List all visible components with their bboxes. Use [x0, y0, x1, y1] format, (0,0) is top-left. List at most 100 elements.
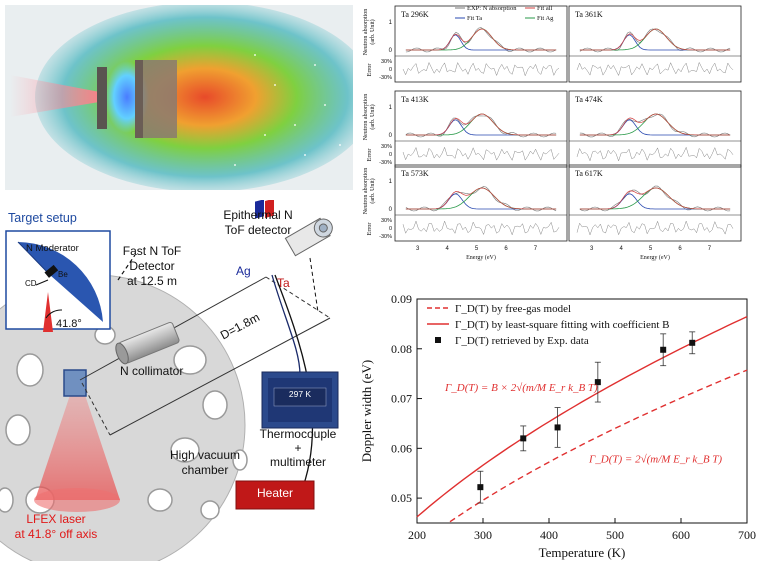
chamber-label: High vacuum chamber — [160, 448, 250, 478]
moderator-label: N Moderator — [26, 243, 79, 254]
spectrum-y-tick: 1 — [389, 179, 393, 185]
setup-diagram — [0, 198, 350, 566]
spectrum-panel-frame — [568, 164, 742, 242]
spectrum-x-tick: 5 — [649, 246, 653, 252]
spectrum-ylabel: Neutron absorption — [363, 168, 369, 215]
simulation-image — [5, 2, 375, 192]
target-setup-title: Target setup — [8, 211, 77, 225]
spectrum-y-tick: 1 — [389, 20, 393, 26]
spectrum-panel-title: Ta 296K — [401, 10, 429, 19]
spectrum-fit-ta-line — [579, 193, 731, 210]
legend-swatch-exp — [435, 337, 441, 343]
fast-tof-line2: Detector — [129, 259, 175, 273]
spectrum-y-tick: 1 — [389, 105, 393, 111]
data-point — [520, 435, 527, 442]
spectrum-panel-frame — [394, 90, 568, 168]
heater-label: Heater — [256, 486, 294, 500]
temperature-display: 297 K — [288, 389, 312, 399]
ag-label: Ag — [236, 264, 251, 278]
spectrum-y-tick: 0 — [389, 48, 393, 54]
x-tick-label: 200 — [408, 528, 426, 542]
spectrum-error-tick: -30% — [379, 234, 392, 240]
spectrum-fit-all-line — [579, 187, 731, 210]
y-tick-label: 0.05 — [391, 491, 412, 505]
spectrum-error-tick: -30% — [379, 160, 392, 166]
spectrum-fit-ta-line — [405, 34, 557, 51]
data-point — [594, 379, 601, 386]
spectrum-x-tick: 5 — [475, 246, 479, 252]
spectrum-error-line — [402, 146, 560, 161]
spectrum-error-line — [576, 61, 734, 77]
spectrum-y-tick: 0 — [389, 207, 393, 213]
spectrum-fit-all-line — [405, 187, 557, 210]
spectrum-error-line — [402, 220, 560, 236]
spectrum-error-tick: 0 — [389, 152, 392, 158]
ta-label: Ta — [277, 276, 290, 290]
spectrum-ylabel: Neutron absorption — [363, 9, 369, 56]
spectrum-fit-all-line — [405, 28, 557, 51]
epithermal-line2: ToF detector — [224, 223, 292, 237]
spectrum-fit-all-line — [405, 113, 557, 136]
fast-tof-label: Fast N ToF Detector at 12.5 m — [108, 244, 196, 289]
spectrum-exp-line — [579, 28, 731, 53]
spectrum-ylabel-unit: (arb. Unit) — [369, 104, 376, 129]
spectrum-panel-title: Ta 413K — [401, 95, 429, 104]
laser-line1: LFEX laser — [26, 512, 86, 526]
plot-frame — [416, 298, 748, 524]
spectrum-fit-all-line — [579, 28, 731, 51]
spectrum-panel-title: Ta 474K — [575, 95, 603, 104]
chamber-line1: High vacuum — [169, 448, 241, 462]
spectrum-x-tick: 3 — [590, 246, 594, 252]
y-tick-label: 0.08 — [391, 342, 412, 356]
x-tick-label: 400 — [540, 528, 558, 542]
spectrum-x-tick: 7 — [708, 246, 712, 252]
spectrum-x-tick: 7 — [534, 246, 538, 252]
spectrum-x-tick: 4 — [445, 246, 449, 252]
data-point — [554, 424, 561, 431]
epithermal-line1: Epithermal N — [223, 208, 293, 222]
thermocouple-label: Thermocouple + multimeter — [246, 427, 350, 469]
spectrum-panel-frame — [394, 5, 568, 83]
spectrum-fit-ta-line — [579, 34, 731, 51]
collimator-label: N collimator — [120, 364, 184, 378]
spectrum-panel-title: Ta 617K — [575, 169, 603, 178]
fast-tof-line3: at 12.5 m — [126, 274, 178, 288]
spectrum-error-tick: 30% — [381, 144, 392, 150]
spectrum-panel-title: Ta 361K — [575, 10, 603, 19]
spectrum-panel-title: Ta 573K — [401, 169, 429, 178]
spectrum-error-tick: 0 — [389, 67, 392, 73]
spectrum-x-tick: 6 — [678, 246, 682, 252]
spectrum-error-line — [576, 220, 734, 236]
spectrum-ylabel-unit: (arb. Unit) — [369, 178, 376, 203]
spectrum-legend-entry: Fit Ag — [537, 15, 554, 22]
spectrum-error-tick: -30% — [379, 75, 392, 81]
spectrum-error-tick: 30% — [381, 59, 392, 65]
spectrum-x-tick: 4 — [619, 246, 623, 252]
x-tick-label: 300 — [474, 528, 492, 542]
spectrum-exp-line — [579, 113, 731, 138]
legend-entry: Γ_D(T) by least-square fitting with coef… — [455, 319, 669, 331]
y-tick-label: 0.07 — [391, 392, 412, 406]
y-tick-label: 0.09 — [391, 292, 412, 306]
x-tick-label: 700 — [738, 528, 756, 542]
spectrum-xlabel: Energy (eV) — [640, 254, 670, 261]
spectrum-fit-ag-line — [579, 187, 731, 210]
spectrum-error-tick: 30% — [381, 218, 392, 224]
spectrum-error-label: Error — [367, 223, 373, 236]
epithermal-label: Epithermal N ToF detector — [208, 208, 308, 238]
x-tick-label: 600 — [672, 528, 690, 542]
spectrum-x-tick: 6 — [504, 246, 508, 252]
spectrum-fit-ag-line — [405, 28, 557, 51]
chamber-line2: chamber — [181, 463, 229, 477]
spectra-figure: Ta 296K 1 0 30% 0 -30% Neutron absorption (arb.… — [355, 0, 768, 285]
spectrum-panel-frame — [394, 164, 568, 242]
x-axis-label: Temperature (K) — [539, 545, 626, 560]
thermocouple-line2: + — [294, 441, 302, 455]
spectrum-panel-frame — [568, 5, 742, 83]
spectrum-fit-all-line — [579, 113, 731, 136]
spectrum-fit-ag-line — [579, 28, 731, 51]
data-point — [477, 484, 484, 491]
spectrum-fit-ta-line — [405, 193, 557, 210]
free-gas-formula-annotation: Γ_D(T) = 2√(m/M E_r k_B T) — [588, 453, 722, 465]
spectrum-panel-frame — [568, 90, 742, 168]
